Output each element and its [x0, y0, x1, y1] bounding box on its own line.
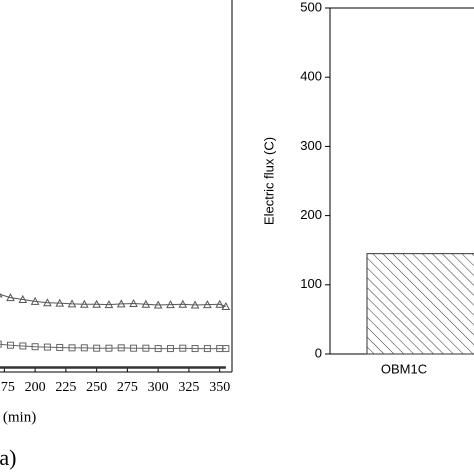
- marker: [93, 344, 101, 352]
- y-tick-label: 200: [300, 207, 322, 222]
- marker: [116, 299, 126, 308]
- marker: [92, 299, 101, 308]
- marker: [191, 345, 199, 353]
- x-tick-label: 250: [86, 380, 107, 395]
- marker: [80, 344, 88, 352]
- marker: [19, 342, 27, 350]
- marker: [7, 341, 14, 349]
- marker: [166, 345, 174, 353]
- marker: [117, 344, 125, 352]
- marker: [166, 300, 175, 309]
- marker: [105, 344, 113, 352]
- marker: [142, 344, 150, 352]
- marker: [178, 299, 188, 308]
- marker: [104, 300, 114, 309]
- marker: [215, 299, 225, 308]
- series-line: [0, 343, 226, 350]
- marker: [43, 298, 52, 307]
- bar: [366, 253, 474, 355]
- y-tick-label: 0: [315, 345, 322, 360]
- marker: [0, 292, 3, 298]
- marker: [222, 345, 230, 353]
- x-tick-label: 200: [25, 380, 46, 395]
- y-axis-label: Electric flux (C): [261, 137, 276, 225]
- x-tick-label: 225: [55, 380, 76, 395]
- panel-label: (a): [0, 445, 16, 470]
- marker: [141, 299, 151, 308]
- y-tick-label: 100: [300, 276, 322, 291]
- x-axis-label: Time (min): [0, 409, 36, 425]
- x-tick-label: 325: [178, 380, 199, 395]
- x-tick-label: 275: [117, 380, 138, 395]
- marker: [154, 345, 162, 353]
- marker: [190, 300, 200, 309]
- marker: [67, 299, 77, 308]
- marker: [130, 344, 138, 352]
- marker: [203, 300, 212, 309]
- x-tick-label: 300: [148, 380, 169, 395]
- marker: [68, 344, 76, 352]
- series-line: [0, 293, 227, 307]
- marker: [30, 296, 40, 305]
- x-tick-label: OBM1C: [381, 361, 427, 376]
- marker: [179, 344, 187, 352]
- marker: [31, 343, 39, 351]
- marker: [6, 293, 15, 302]
- y-tick-label: 300: [300, 138, 322, 153]
- marker: [43, 343, 51, 351]
- marker: [203, 345, 211, 353]
- marker: [221, 301, 231, 311]
- marker: [0, 340, 2, 348]
- x-tick-label: 350: [209, 380, 230, 395]
- marker: [18, 294, 28, 303]
- marker: [153, 300, 163, 309]
- marker: [55, 298, 65, 307]
- y-tick-label: 500: [300, 0, 322, 14]
- x-tick-label: 175: [0, 380, 15, 395]
- marker: [129, 298, 138, 308]
- marker: [79, 299, 89, 308]
- y-tick-label: 400: [300, 69, 322, 84]
- marker: [56, 343, 64, 351]
